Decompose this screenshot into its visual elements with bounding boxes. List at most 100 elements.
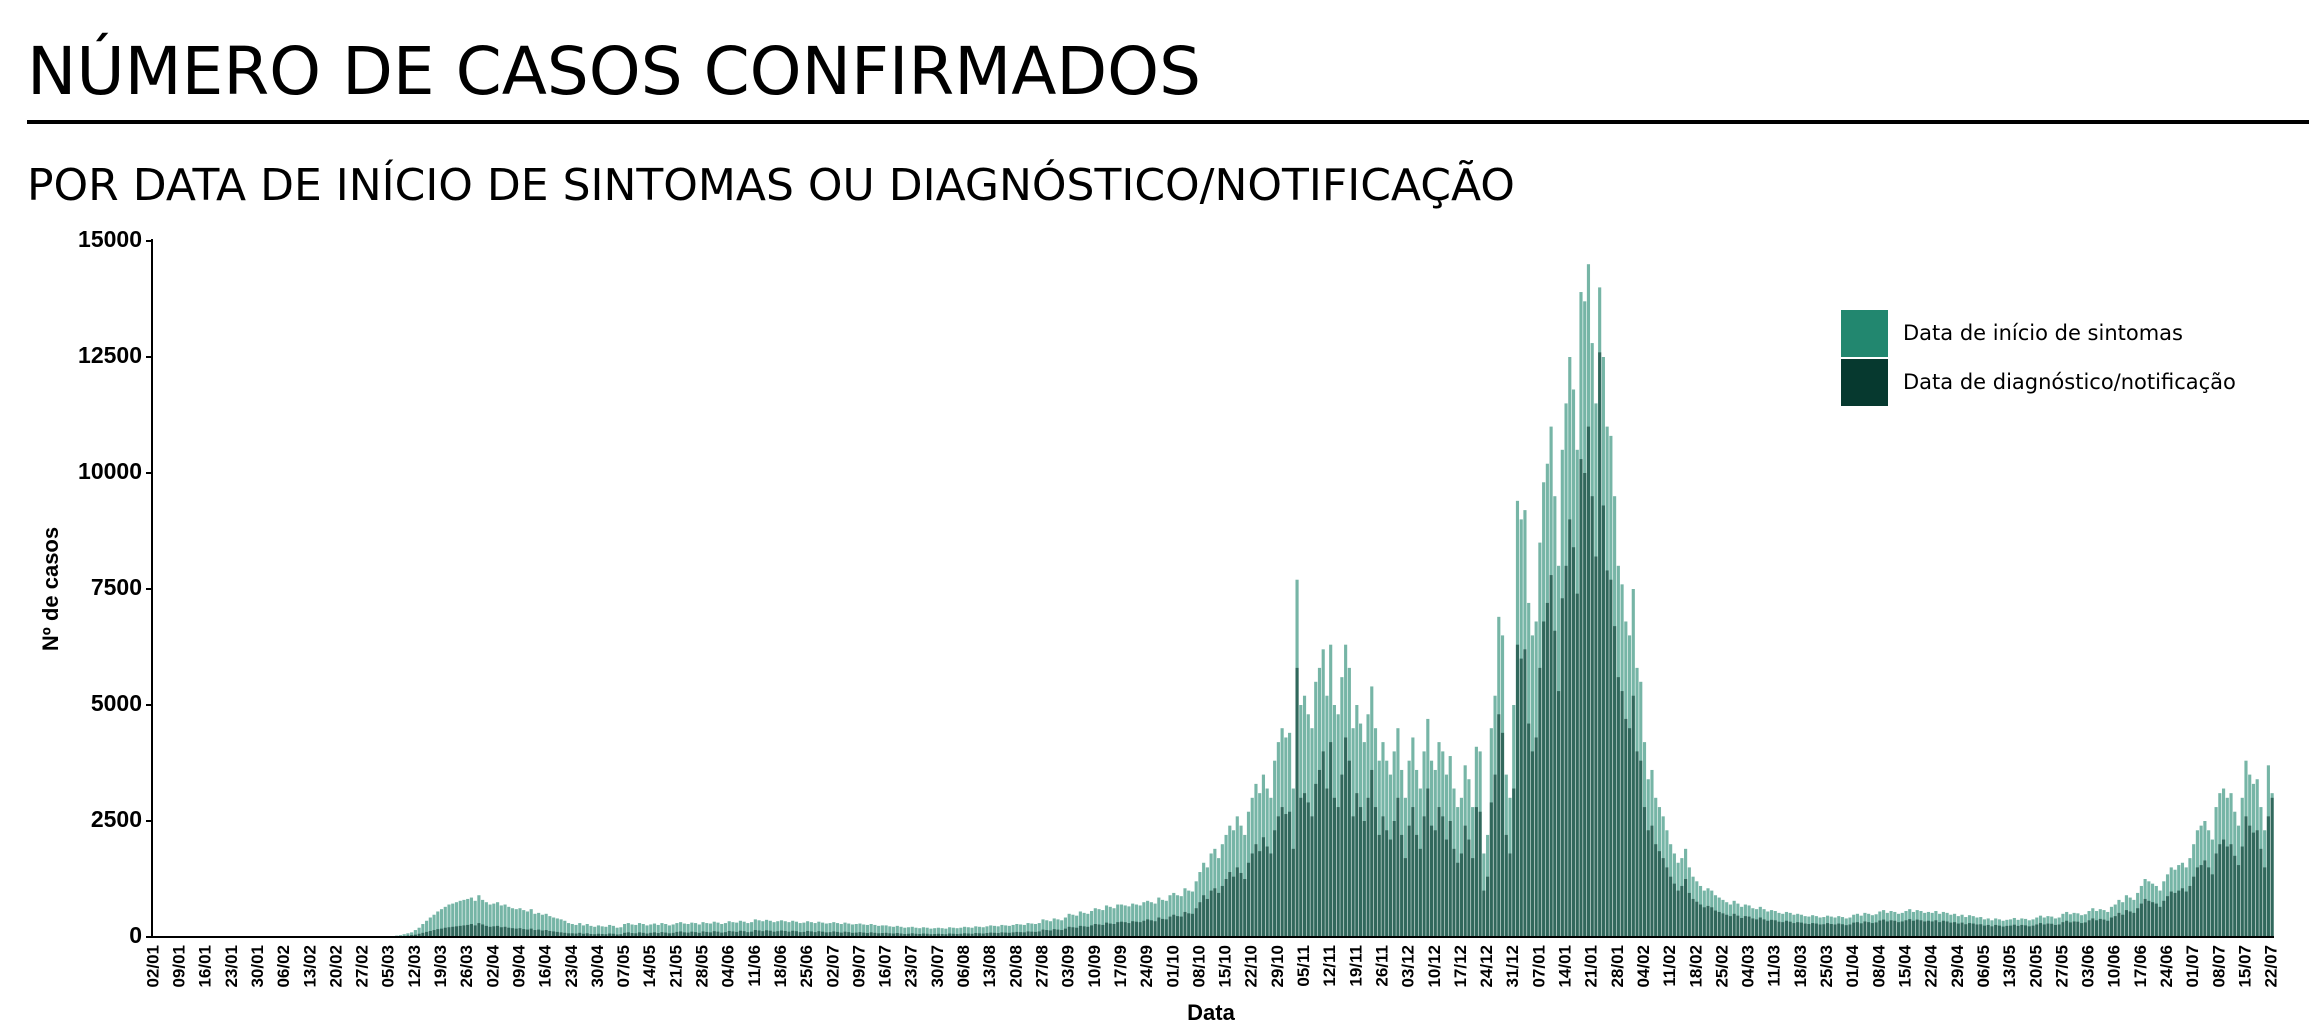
bar [1239,872,1243,937]
bar [761,931,765,937]
bar [1758,917,1762,937]
bar [1019,932,1023,937]
bar [1026,923,1030,937]
bar [2192,876,2196,937]
bar [563,920,567,937]
bar [1243,879,1247,937]
bar [2240,846,2244,937]
y-tick-label: 2500 [91,806,142,832]
bar [1710,907,1714,937]
bar [1022,924,1026,937]
x-tick-label: 29/10 [1268,945,1287,988]
bar [1725,914,1729,937]
bar [1706,905,1710,937]
bar [1560,598,1564,937]
bar [1448,821,1452,937]
bar [656,924,660,937]
x-tick-label: 06/05 [1974,945,1993,988]
bar [1351,816,1355,937]
bar [1482,890,1486,937]
bar [1000,924,1004,937]
bar [1127,906,1131,937]
bar [436,929,440,937]
bar [1385,830,1389,937]
bar [1362,821,1366,937]
x-tick-label: 12/11 [1320,945,1339,987]
bar [1086,926,1090,937]
bar [720,924,724,937]
x-tick-label: 21/05 [666,945,685,988]
bar [458,925,462,937]
bar [873,932,877,937]
bar [417,927,421,937]
bar [1504,834,1508,937]
bar [716,922,720,937]
bar [2113,916,2117,937]
bar [888,926,892,937]
bar [563,932,567,937]
bar [611,933,615,937]
bar [962,926,967,937]
bar [581,933,586,937]
bar [2121,914,2125,937]
bar [652,923,657,937]
bar [514,909,518,937]
bar [626,932,630,937]
bar [2266,816,2270,937]
bar [1314,783,1318,937]
bar [2162,900,2166,937]
bar [1788,921,1792,937]
y-tick-label: 10000 [78,458,142,484]
bar [1291,848,1295,937]
bar [507,906,511,937]
bar [555,918,559,937]
bar [518,928,522,937]
x-tick-label: 15/04 [1895,944,1914,987]
bars [387,264,2274,938]
bar [667,925,671,937]
bar [570,933,574,937]
bar [694,923,698,937]
bar [1908,919,1912,937]
bar [1306,802,1310,937]
bar [2199,865,2203,937]
bar [1586,426,1591,937]
bar [417,933,421,937]
x-tick-label: 02/07 [823,945,842,988]
bar [2053,924,2058,937]
bar [1090,911,1094,937]
bar [2244,816,2248,937]
bar [1601,505,1605,937]
bar [2117,912,2121,937]
bar [989,925,993,937]
bar [1639,760,1643,937]
bar [877,933,881,937]
bar [1489,802,1493,937]
bar [813,923,817,937]
bar [469,897,473,937]
bar [1149,902,1153,937]
bar [1919,920,1923,937]
bar [970,927,974,937]
bar [1213,888,1217,937]
x-tick-label: 30/01 [248,945,267,988]
bar [1295,667,1299,937]
bar [581,925,586,937]
bar [824,923,828,937]
bar [835,931,840,937]
bar [1101,910,1105,937]
bar [1743,916,1747,937]
bar [443,906,447,937]
bar [552,931,556,937]
bar [989,932,993,937]
bar [630,933,634,937]
bar [1366,797,1370,937]
bar [1302,793,1307,937]
bar [537,929,541,937]
bar [1429,825,1434,937]
bar [1168,895,1172,937]
x-tick-label: 09/04 [509,944,528,987]
x-tick-label: 14/01 [1556,945,1575,988]
bar [2203,860,2207,937]
bar [679,931,683,937]
